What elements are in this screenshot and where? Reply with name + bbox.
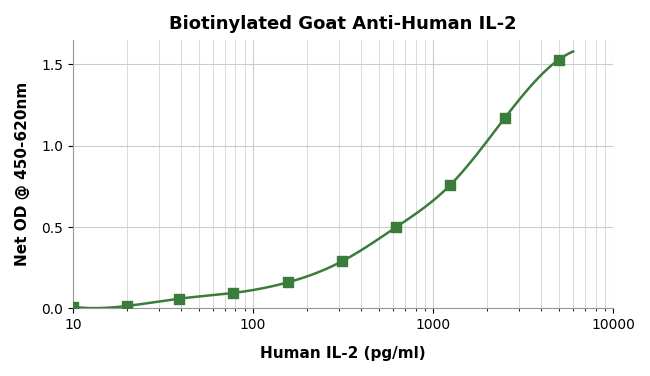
Point [283,279,293,285]
Point [445,182,456,188]
Point [174,296,185,302]
Point [122,303,132,309]
Point [68,304,78,310]
Point [391,224,402,230]
X-axis label: Human IL-2 (pg/ml): Human IL-2 (pg/ml) [260,346,426,361]
Point [499,115,510,121]
Y-axis label: Net OD @ 450-620nm: Net OD @ 450-620nm [15,82,30,266]
Point [228,290,239,296]
Point [554,57,564,63]
Title: Biotinylated Goat Anti-Human IL-2: Biotinylated Goat Anti-Human IL-2 [169,15,517,33]
Point [337,258,347,264]
